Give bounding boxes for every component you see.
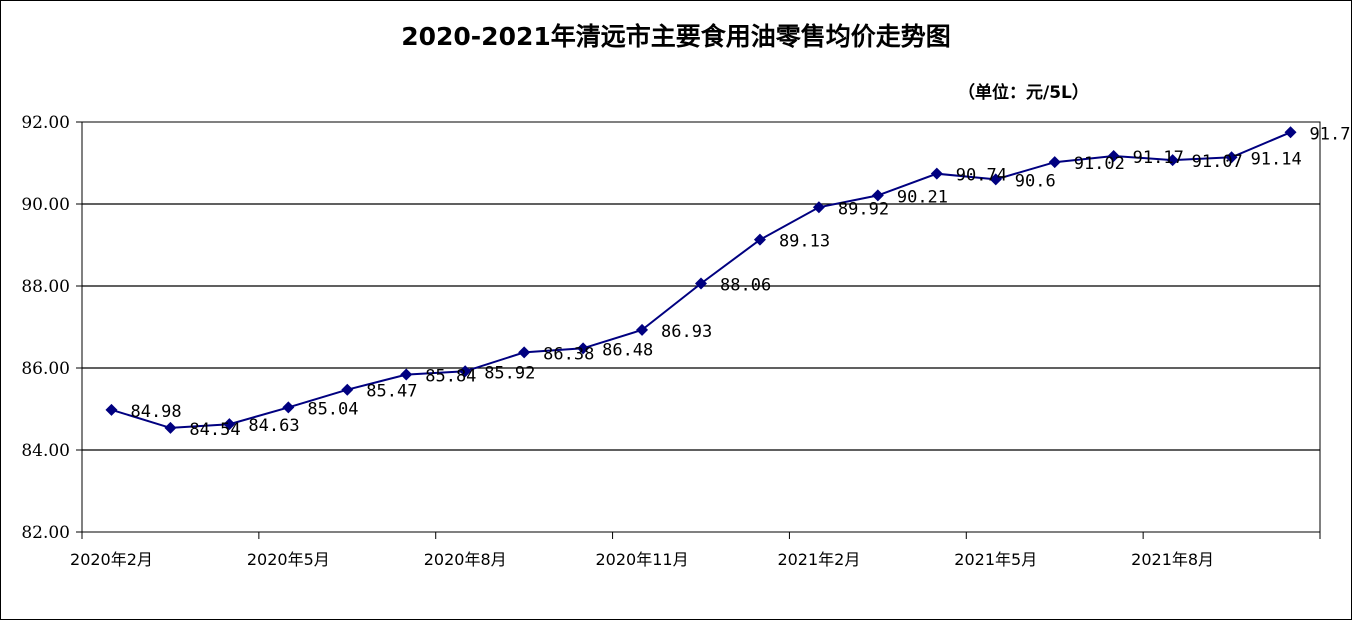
data-label: 90.6	[1015, 171, 1056, 191]
x-tick-label: 2020年5月	[247, 550, 330, 569]
data-point	[577, 342, 590, 355]
data-label: 84.98	[130, 402, 181, 422]
data-point	[1166, 154, 1179, 167]
data-point	[695, 277, 707, 290]
data-label: 91.02	[1074, 154, 1125, 174]
data-point	[871, 189, 884, 202]
data-label: 90.74	[956, 166, 1007, 186]
data-point	[1048, 156, 1061, 169]
data-point	[459, 365, 472, 378]
data-label: 91.17	[1133, 148, 1184, 168]
data-label: 91.07	[1192, 152, 1243, 172]
y-axis-tick-labels: 82.00 84.00 86.00 88.00 90.00 92.00	[21, 113, 70, 543]
data-point	[989, 173, 1002, 186]
x-tick-label: 2020年2月	[70, 550, 153, 569]
y-tick-label: 90.00	[21, 195, 70, 215]
data-point	[1225, 151, 1238, 164]
data-label: 89.92	[838, 199, 889, 219]
x-tick-label: 2020年11月	[596, 550, 689, 569]
data-point	[282, 401, 295, 414]
data-point	[812, 201, 825, 214]
series-line-group	[105, 126, 1297, 434]
data-label: 90.21	[897, 187, 948, 207]
x-tick-label: 2021年2月	[777, 550, 860, 569]
data-label: 84.63	[248, 416, 299, 436]
chart-title: 2020-2021年清远市主要食用油零售均价走势图	[401, 22, 951, 51]
y-tick-label: 88.00	[21, 277, 70, 297]
data-point	[164, 421, 177, 434]
data-point	[1107, 150, 1120, 163]
data-label: 86.93	[661, 322, 712, 342]
data-point	[223, 418, 236, 431]
data-label: 84.54	[189, 420, 240, 440]
x-tick-label: 2020年8月	[424, 550, 507, 569]
data-point	[105, 403, 118, 416]
data-labels: 84.98 84.54 84.63 85.04 85.47 85.84 85.92 86.38…	[130, 124, 1352, 440]
data-point	[753, 233, 766, 246]
data-label: 88.06	[720, 276, 771, 296]
data-label: 85.47	[366, 382, 417, 402]
data-point	[400, 368, 413, 381]
unit-label: （单位：元/5L）	[958, 82, 1089, 103]
x-tick-label: 2021年8月	[1131, 550, 1214, 569]
y-tick-label: 84.00	[21, 441, 70, 461]
data-label: 89.13	[779, 232, 830, 252]
data-label: 85.04	[307, 399, 358, 419]
data-label: 86.38	[543, 344, 594, 364]
data-point	[341, 383, 354, 396]
y-tick-label: 86.00	[21, 359, 70, 379]
x-axis-tick-labels: 2020年2月 2020年5月 2020年8月 2020年11月 2021年2月 2021…	[70, 550, 1214, 569]
data-point	[1284, 126, 1297, 139]
data-label: 85.84	[425, 367, 476, 387]
axes	[76, 121, 1321, 539]
data-label: 85.92	[484, 363, 535, 383]
data-point	[518, 346, 531, 359]
y-tick-label: 92.00	[21, 113, 70, 133]
data-label: 91.14	[1251, 149, 1302, 169]
y-tick-label: 82.00	[21, 523, 70, 543]
x-tick-label: 2021年5月	[954, 550, 1037, 569]
data-point	[930, 167, 943, 180]
data-label: 91.75	[1310, 124, 1352, 144]
data-point	[636, 323, 649, 336]
data-label: 86.48	[602, 340, 653, 360]
plot-area-border	[81, 121, 1321, 533]
